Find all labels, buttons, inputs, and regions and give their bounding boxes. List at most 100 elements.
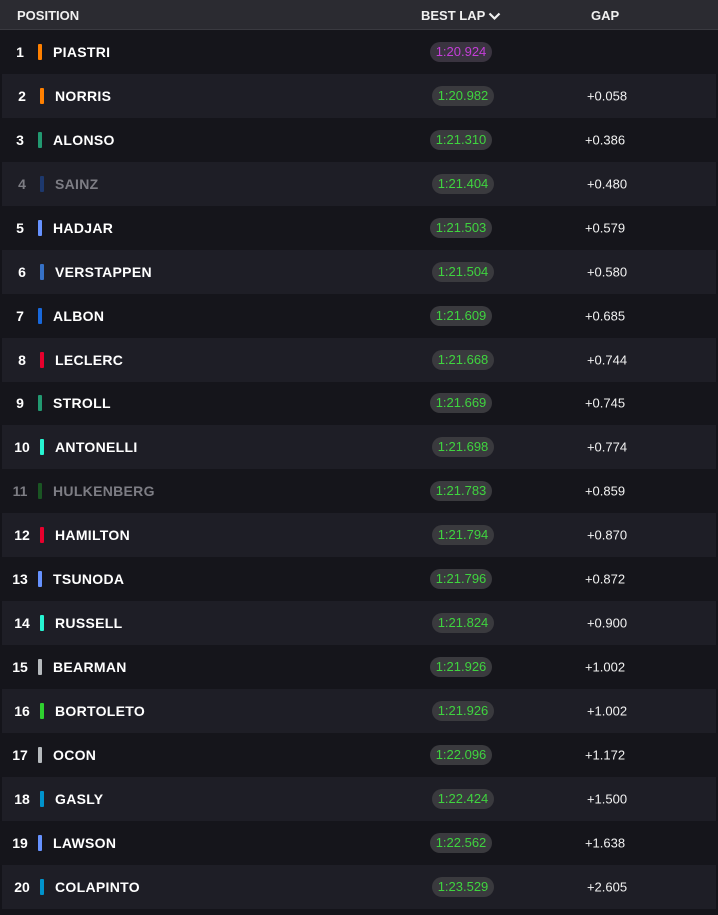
position-number: 20 bbox=[14, 878, 30, 895]
gap-value: +0.685 bbox=[584, 308, 626, 324]
driver-row[interactable]: 10 ANTONELLI 1:21.698 +0.774 bbox=[2, 425, 716, 470]
best-lap-time: 1:21.609 bbox=[430, 305, 492, 326]
timing-table: 1 PIASTRI 1:20.924 2 NORRIS 1:20.982 +0.058 3 AL… bbox=[0, 30, 718, 909]
gap-value: +0.900 bbox=[586, 615, 628, 631]
driver-row[interactable]: 9 STROLL 1:21.669 +0.745 bbox=[0, 381, 718, 426]
driver-row[interactable]: 4 SAINZ 1:21.404 +0.480 bbox=[2, 161, 716, 206]
driver-row[interactable]: 7 ALBON 1:21.609 +0.685 bbox=[0, 293, 718, 338]
driver-name: BEARMAN bbox=[53, 659, 127, 676]
best-lap-time: 1:21.796 bbox=[430, 569, 492, 590]
gap-value: +0.859 bbox=[584, 483, 626, 499]
table-header: POSITION BEST LAP GAP bbox=[0, 0, 718, 30]
best-lap-time: 1:21.926 bbox=[430, 657, 492, 678]
driver-name: SAINZ bbox=[55, 175, 99, 192]
driver-row[interactable]: 12 HAMILTON 1:21.794 +0.870 bbox=[2, 513, 716, 558]
driver-name: HAMILTON bbox=[55, 527, 130, 544]
gap-value: +1.002 bbox=[584, 659, 626, 675]
team-color-bar bbox=[38, 307, 42, 324]
team-color-bar bbox=[40, 263, 44, 280]
best-lap-time: 1:21.310 bbox=[430, 129, 492, 150]
driver-row[interactable]: 17 OCON 1:22.096 +1.172 bbox=[0, 733, 718, 777]
team-color-bar bbox=[38, 834, 42, 851]
position-number: 18 bbox=[14, 790, 30, 807]
best-lap-time: 1:21.698 bbox=[432, 437, 494, 458]
gap-value: +0.872 bbox=[584, 571, 626, 587]
best-lap-time: 1:21.404 bbox=[432, 173, 494, 194]
team-color-bar bbox=[38, 746, 42, 763]
column-header-best-lap[interactable]: BEST LAP bbox=[421, 8, 501, 23]
position-number: 13 bbox=[12, 571, 28, 588]
position-number: 8 bbox=[18, 351, 26, 368]
driver-name: ALBON bbox=[53, 307, 105, 324]
position-number: 5 bbox=[16, 219, 24, 236]
best-lap-time: 1:21.926 bbox=[432, 701, 494, 722]
driver-name: PIASTRI bbox=[53, 43, 111, 60]
gap-value: +0.774 bbox=[586, 439, 628, 455]
team-color-bar bbox=[40, 703, 44, 720]
gap-value: +2.605 bbox=[586, 879, 628, 895]
driver-name: GASLY bbox=[55, 790, 104, 807]
best-lap-time: 1:20.982 bbox=[432, 85, 494, 106]
driver-row[interactable]: 15 BEARMAN 1:21.926 +1.002 bbox=[0, 645, 718, 690]
chevron-down-icon bbox=[489, 12, 501, 21]
driver-name: ANTONELLI bbox=[55, 439, 138, 456]
team-color-bar bbox=[40, 615, 44, 632]
driver-name: RUSSELL bbox=[55, 615, 123, 632]
driver-row[interactable]: 3 ALONSO 1:21.310 +0.386 bbox=[0, 117, 718, 162]
driver-name: HADJAR bbox=[53, 219, 114, 236]
team-color-bar bbox=[38, 395, 42, 412]
position-number: 6 bbox=[18, 263, 26, 280]
driver-name: LAWSON bbox=[53, 834, 117, 851]
team-color-bar bbox=[40, 175, 44, 192]
team-color-bar bbox=[38, 483, 42, 500]
team-color-bar bbox=[40, 351, 44, 368]
team-color-bar bbox=[38, 219, 42, 236]
team-color-bar bbox=[38, 131, 42, 148]
driver-row[interactable]: 5 HADJAR 1:21.503 +0.579 bbox=[0, 205, 718, 250]
position-number: 7 bbox=[16, 307, 24, 324]
driver-row[interactable]: 14 RUSSELL 1:21.824 +0.900 bbox=[2, 601, 716, 646]
column-header-gap[interactable]: GAP bbox=[591, 8, 620, 23]
driver-row[interactable]: 1 PIASTRI 1:20.924 bbox=[0, 30, 718, 74]
driver-row[interactable]: 11 HULKENBERG 1:21.783 +0.859 bbox=[0, 469, 718, 514]
best-lap-time: 1:22.424 bbox=[432, 788, 494, 809]
position-number: 3 bbox=[16, 131, 24, 148]
driver-name: NORRIS bbox=[55, 87, 112, 104]
driver-name: ALONSO bbox=[53, 131, 115, 148]
best-lap-time: 1:21.668 bbox=[432, 349, 494, 370]
position-number: 2 bbox=[18, 87, 26, 104]
driver-name: TSUNODA bbox=[53, 571, 125, 588]
driver-row[interactable]: 19 LAWSON 1:22.562 +1.638 bbox=[0, 820, 718, 865]
position-number: 16 bbox=[14, 703, 30, 720]
gap-value: +0.579 bbox=[584, 220, 626, 236]
gap-value: +1.172 bbox=[584, 747, 626, 763]
column-header-position[interactable]: POSITION bbox=[17, 8, 80, 23]
best-lap-time: 1:23.529 bbox=[432, 876, 494, 897]
best-lap-time: 1:21.783 bbox=[430, 481, 492, 502]
team-color-bar bbox=[38, 571, 42, 588]
best-lap-time: 1:21.824 bbox=[432, 613, 494, 634]
position-number: 12 bbox=[14, 527, 30, 544]
best-lap-time: 1:21.504 bbox=[432, 261, 494, 282]
position-number: 19 bbox=[12, 834, 28, 851]
position-number: 11 bbox=[12, 483, 28, 500]
driver-name: HULKENBERG bbox=[53, 483, 155, 500]
gap-value: +1.638 bbox=[584, 835, 626, 851]
gap-value: +1.002 bbox=[586, 703, 628, 719]
gap-value: +0.386 bbox=[584, 132, 626, 148]
driver-row[interactable]: 8 LECLERC 1:21.668 +0.744 bbox=[2, 337, 716, 382]
team-color-bar bbox=[38, 659, 42, 676]
driver-row[interactable]: 13 TSUNODA 1:21.796 +0.872 bbox=[0, 557, 718, 602]
best-lap-time: 1:21.794 bbox=[432, 525, 494, 546]
driver-row[interactable]: 16 BORTOLETO 1:21.926 +1.002 bbox=[2, 689, 716, 733]
driver-name: VERSTAPPEN bbox=[55, 263, 152, 280]
gap-value: +0.480 bbox=[586, 176, 628, 192]
team-color-bar bbox=[40, 87, 44, 104]
driver-row[interactable]: 18 GASLY 1:22.424 +1.500 bbox=[2, 776, 716, 821]
team-color-bar bbox=[40, 527, 44, 544]
driver-row[interactable]: 20 COLAPINTO 1:23.529 +2.605 bbox=[2, 864, 716, 909]
driver-row[interactable]: 2 NORRIS 1:20.982 +0.058 bbox=[2, 73, 716, 118]
driver-row[interactable]: 6 VERSTAPPEN 1:21.504 +0.580 bbox=[2, 249, 716, 294]
team-color-bar bbox=[38, 43, 42, 60]
best-lap-time: 1:21.669 bbox=[430, 393, 492, 414]
